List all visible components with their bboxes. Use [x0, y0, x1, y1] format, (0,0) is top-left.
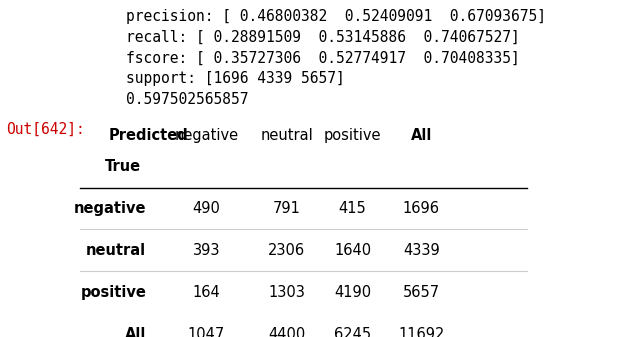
Text: precision: [ 0.46800382  0.52409091  0.67093675]: precision: [ 0.46800382 0.52409091 0.670…: [126, 9, 546, 24]
Text: 1696: 1696: [403, 201, 439, 216]
Text: negative: negative: [175, 128, 238, 143]
Text: All: All: [410, 128, 432, 143]
Text: neutral: neutral: [86, 243, 146, 257]
Text: recall: [ 0.28891509  0.53145886  0.74067527]: recall: [ 0.28891509 0.53145886 0.740675…: [126, 30, 520, 44]
Text: All: All: [125, 327, 146, 337]
Text: 11692: 11692: [398, 327, 444, 337]
Text: 393: 393: [193, 243, 220, 257]
Text: 2306: 2306: [268, 243, 305, 257]
Text: 5657: 5657: [403, 285, 440, 300]
Text: 415: 415: [339, 201, 366, 216]
Text: 4190: 4190: [334, 285, 371, 300]
Text: positive: positive: [80, 285, 146, 300]
Text: support: [1696 4339 5657]: support: [1696 4339 5657]: [126, 71, 345, 86]
Text: True: True: [105, 159, 141, 175]
Text: 1047: 1047: [188, 327, 225, 337]
Text: 1640: 1640: [334, 243, 371, 257]
Text: fscore: [ 0.35727306  0.52774917  0.70408335]: fscore: [ 0.35727306 0.52774917 0.704083…: [126, 51, 520, 65]
Text: 0.597502565857: 0.597502565857: [126, 92, 249, 107]
Text: 6245: 6245: [334, 327, 371, 337]
Text: positive: positive: [324, 128, 381, 143]
Text: 490: 490: [193, 201, 220, 216]
Text: negative: negative: [74, 201, 146, 216]
Text: 4339: 4339: [403, 243, 439, 257]
Text: neutral: neutral: [260, 128, 313, 143]
Text: 164: 164: [193, 285, 220, 300]
Text: 1303: 1303: [268, 285, 305, 300]
Text: Out[642]:: Out[642]:: [6, 122, 84, 137]
Text: Predicted: Predicted: [109, 128, 189, 143]
Text: 4400: 4400: [268, 327, 305, 337]
Text: 791: 791: [272, 201, 301, 216]
